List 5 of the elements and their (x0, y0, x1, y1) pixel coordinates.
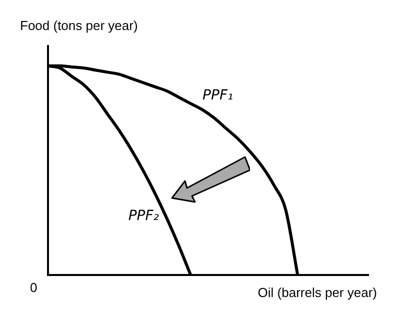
series-label: PPF₂ (128, 208, 160, 224)
x-axis-title: Oil (barrels per year) (258, 285, 377, 300)
series-label: PPF₁ (202, 87, 234, 104)
y-axis-title: Food (tons per year) (20, 18, 138, 33)
text: 0 (30, 280, 38, 295)
